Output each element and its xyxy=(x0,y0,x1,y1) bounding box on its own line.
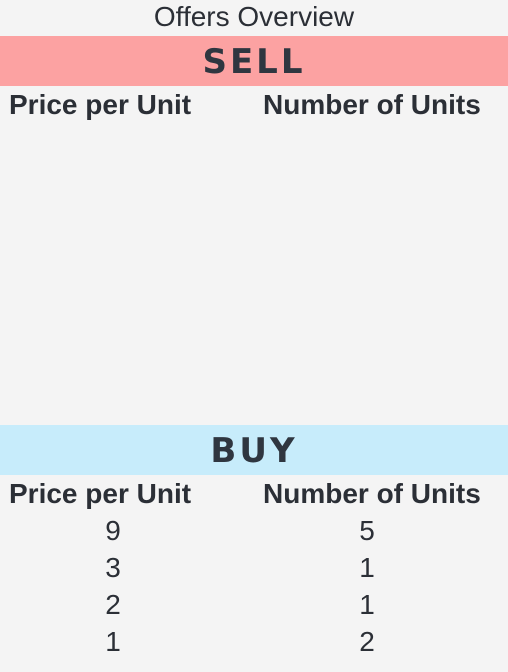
table-row: 2 1 xyxy=(0,586,508,623)
buy-units-cell: 2 xyxy=(359,625,375,657)
buy-units-cell: 5 xyxy=(359,514,375,546)
sell-units-column-header: Number of Units xyxy=(263,88,481,120)
table-row: 3 1 xyxy=(0,549,508,586)
buy-section-header: BUY xyxy=(0,425,508,475)
table-row: 9 5 xyxy=(0,512,508,549)
buy-price-cell: 1 xyxy=(105,625,121,657)
buy-table: Price per Unit Number of Units 9 5 3 1 2… xyxy=(0,475,508,660)
page-title: Offers Overview xyxy=(153,1,355,32)
buy-units-cell: 1 xyxy=(359,588,375,620)
buy-price-column-header: Price per Unit xyxy=(9,477,192,509)
buy-price-cell: 9 xyxy=(105,514,121,546)
buy-table-header: Price per Unit Number of Units xyxy=(0,475,508,512)
buy-price-cell: 3 xyxy=(105,551,121,583)
sell-price-column-header: Price per Unit xyxy=(9,88,192,120)
sell-table-body xyxy=(0,123,508,425)
sell-section-header: SELL xyxy=(0,36,508,86)
buy-units-cell: 1 xyxy=(359,551,375,583)
buy-price-cell: 2 xyxy=(105,588,121,620)
sell-table-header: Price per Unit Number of Units xyxy=(0,86,508,123)
sell-table: Price per Unit Number of Units xyxy=(0,86,508,425)
buy-units-column-header: Number of Units xyxy=(263,477,481,509)
table-row: 1 2 xyxy=(0,623,508,660)
